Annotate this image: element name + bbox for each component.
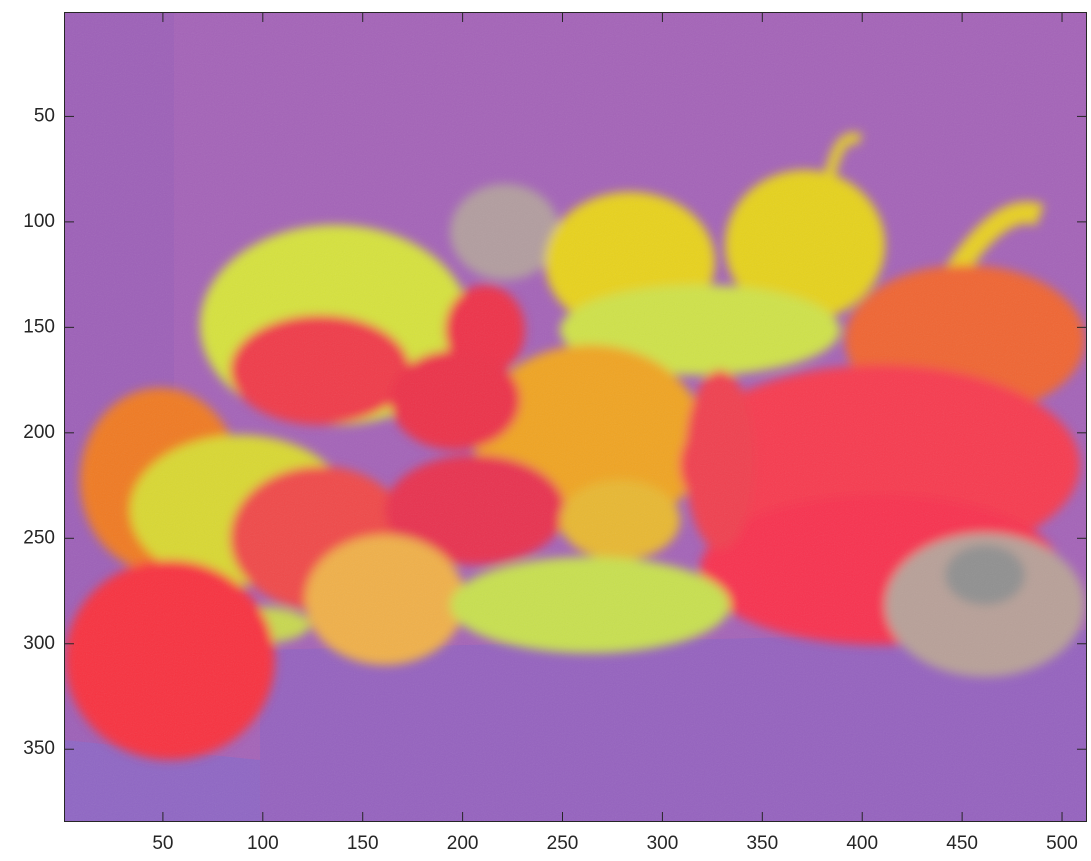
- x-tick-label: 100: [247, 833, 279, 854]
- x-tick-label: 400: [846, 833, 878, 854]
- y-tick-label: 350: [23, 738, 55, 759]
- x-tick-label: 500: [1046, 833, 1078, 854]
- x-tick-label: 50: [152, 833, 173, 854]
- y-tick-label: 300: [23, 633, 55, 654]
- figure: 50 100 150 200 250 300 350 400 450 500 50 100 150 200…: [0, 0, 1091, 861]
- x-tick-label: 300: [647, 833, 679, 854]
- y-tick-label: 250: [23, 527, 55, 548]
- y-tick-label: 200: [23, 422, 55, 443]
- x-tick-label: 250: [547, 833, 579, 854]
- x-tick-label: 450: [946, 833, 978, 854]
- y-tick-label: 50: [34, 105, 55, 126]
- x-tick-label: 350: [746, 833, 778, 854]
- y-tick-label: 150: [23, 316, 55, 337]
- x-tick-label: 150: [347, 833, 379, 854]
- page: {"chart_data": {"type": "image", "xlim":…: [0, 0, 1091, 861]
- image: [64, 12, 1087, 822]
- x-tick-label: 200: [447, 833, 479, 854]
- y-tick-label: 100: [23, 211, 55, 232]
